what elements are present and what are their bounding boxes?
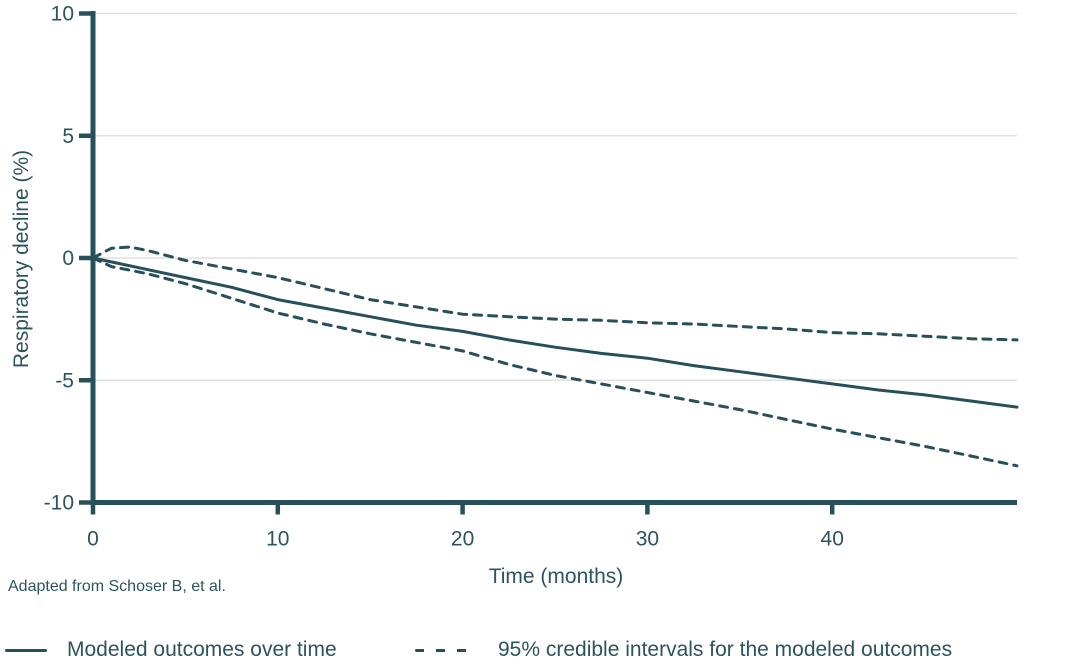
source-footnote: Adapted from Schoser B, et al. [8, 578, 226, 595]
credible-interval-line [91, 245, 1019, 342]
x-tick-label: 30 [636, 528, 659, 551]
legend-item-modeled-outcomes: Modeled outcomes over time [5, 634, 337, 666]
dashed-line-swatch [415, 648, 473, 652]
plot-area: 10 5 0 -5 -10 0 10 20 30 40 [44, 3, 1019, 551]
x-tick-label: 10 [266, 528, 289, 551]
y-tick-label: 0 [62, 247, 74, 270]
y-tick-label: -5 [55, 369, 74, 392]
credible-interval-line [91, 256, 1019, 468]
x-tick-label: 0 [87, 528, 99, 551]
y-tick-label: -10 [44, 492, 74, 515]
y-axis-title: Respiratory decline (%) [10, 149, 33, 369]
x-tick-label: 40 [821, 528, 844, 551]
legend-item-credible-intervals: 95% credible intervals for the modeled o… [415, 634, 952, 666]
modeled-outcome-line [91, 256, 1019, 409]
x-axis-title: Time (months) [488, 565, 624, 588]
legend-label: Modeled outcomes over time [67, 638, 337, 661]
legend-label: 95% credible intervals for the modeled o… [498, 638, 953, 661]
y-tick-label: 10 [51, 3, 74, 26]
solid-line-swatch [5, 648, 47, 652]
legend: Modeled outcomes over time 95% credible … [0, 634, 1080, 666]
x-tick-label: 20 [451, 528, 474, 551]
y-tick-label: 5 [62, 125, 74, 148]
